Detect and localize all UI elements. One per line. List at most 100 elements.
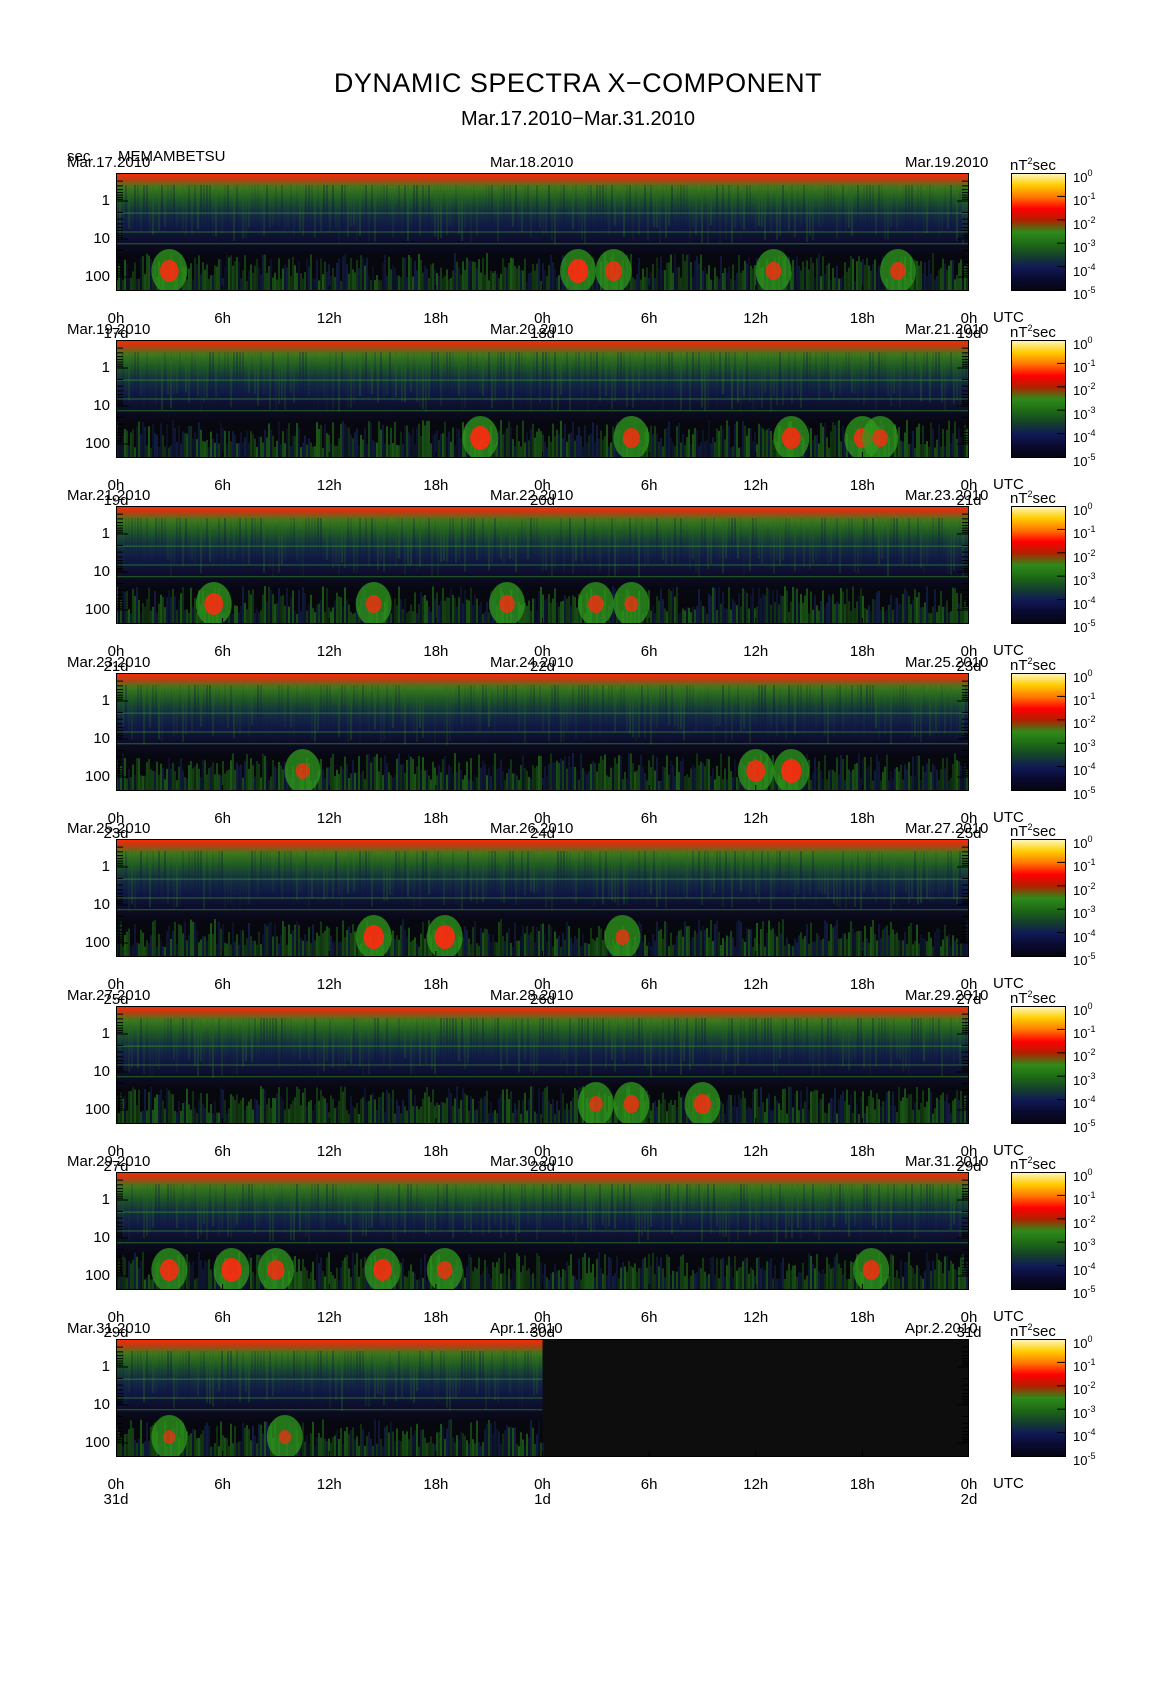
texture-streak — [386, 518, 388, 571]
activity-bar — [552, 262, 554, 291]
texture-streak — [926, 1017, 928, 1065]
activity-bar — [168, 447, 170, 458]
texture-streak — [503, 684, 505, 728]
activity-bar — [338, 258, 340, 291]
texture-streak — [407, 518, 409, 566]
activity-bar — [368, 420, 370, 458]
activity-bar — [316, 421, 318, 458]
texture-streak — [293, 185, 295, 237]
activity-bar — [768, 427, 770, 458]
activity-bar — [152, 770, 154, 791]
texture-streak — [326, 851, 328, 898]
x-tick-label: 0h — [107, 976, 125, 993]
activity-bar — [344, 423, 346, 458]
activity-bar — [526, 280, 528, 291]
texture-streak — [335, 1018, 337, 1070]
texture-streak — [515, 1017, 517, 1069]
activity-bar — [724, 607, 726, 624]
texture-streak — [680, 351, 682, 410]
activity-bar — [536, 765, 538, 791]
activity-bar — [664, 921, 666, 957]
activity-bar — [556, 760, 558, 791]
activity-bar — [124, 934, 126, 957]
texture-streak — [470, 351, 472, 398]
activity-bar — [936, 769, 938, 791]
texture-streak — [599, 851, 601, 894]
activity-bar — [220, 1087, 222, 1124]
texture-streak — [533, 684, 535, 732]
activity-bar — [448, 764, 450, 791]
activity-bar — [254, 612, 256, 624]
texture-streak — [263, 851, 265, 899]
chart-subtitle: Mar.17.2010−Mar.31.2010 — [460, 108, 696, 130]
texture-streak — [869, 351, 871, 405]
activity-bar — [188, 425, 190, 458]
activity-bar — [218, 773, 220, 791]
texture-streak — [401, 684, 403, 726]
y-ticks — [116, 1013, 969, 1110]
activity-bar — [660, 437, 662, 458]
activity-bar — [582, 767, 584, 791]
chart-title: DYNAMIC SPECTRA X−COMPONENT — [333, 68, 823, 98]
texture-streak — [563, 185, 565, 231]
texture-streak — [374, 1017, 376, 1076]
texture-streak — [860, 851, 862, 910]
texture-streak — [680, 684, 682, 729]
texture-streak — [461, 684, 463, 726]
activity-bar — [172, 930, 174, 957]
activity-bar — [686, 926, 688, 957]
texture-streak — [851, 351, 853, 393]
texture-streak — [806, 851, 808, 908]
texture-streak — [701, 685, 703, 734]
activity-bar — [220, 259, 222, 291]
day-label: 26d — [529, 991, 556, 1008]
activity-bar — [358, 755, 360, 791]
texture-streak — [830, 684, 832, 728]
activity-bar — [142, 603, 144, 624]
activity-bar — [198, 942, 200, 957]
texture-streak — [575, 851, 577, 903]
texture-streak — [215, 851, 217, 896]
x-tick-label: 12h — [316, 1142, 342, 1160]
activity-bar — [766, 429, 768, 458]
texture-streak — [704, 518, 706, 577]
activity-bar — [810, 1090, 812, 1124]
texture-streak — [200, 851, 202, 893]
activity-bar — [948, 934, 950, 957]
texture-streak — [245, 352, 247, 398]
texture-streak — [128, 851, 130, 911]
texture-streak — [143, 185, 145, 234]
activity-bar — [652, 1102, 654, 1124]
activity-bar — [726, 608, 728, 624]
activity-bar — [816, 258, 818, 291]
texture-streak — [134, 851, 136, 909]
activity-bar — [140, 774, 142, 791]
texture-streak — [437, 851, 439, 901]
activity-bar — [574, 766, 576, 791]
activity-bar — [404, 929, 406, 957]
texture-streak — [608, 518, 610, 578]
activity-bar — [874, 1108, 876, 1124]
activity-bar — [650, 271, 652, 291]
activity-bar — [766, 587, 768, 624]
activity-bar — [956, 593, 958, 624]
activity-bar — [404, 772, 406, 791]
texture-streak — [218, 851, 220, 895]
texture-streak — [350, 185, 352, 227]
activity-bar — [300, 611, 302, 624]
texture-streak — [536, 185, 538, 243]
texture-streak — [488, 1017, 490, 1076]
activity-bar — [850, 1093, 852, 1124]
texture-streak — [842, 352, 844, 406]
activity-bar — [494, 1109, 496, 1124]
activity-bar — [550, 1103, 552, 1124]
activity-bar — [184, 921, 186, 957]
activity-bar — [702, 270, 704, 291]
activity-bar — [312, 446, 314, 458]
activity-bar — [908, 443, 910, 458]
texture-streak — [236, 851, 238, 900]
activity-bar — [270, 1107, 272, 1124]
activity-bar — [888, 779, 890, 791]
texture-streak — [785, 351, 787, 395]
texture-streak — [641, 851, 643, 897]
